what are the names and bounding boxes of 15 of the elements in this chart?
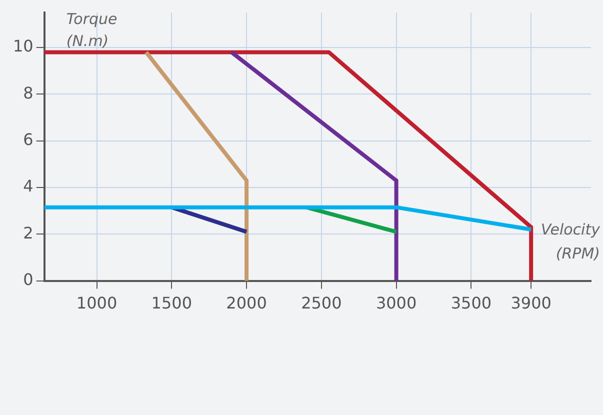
x-axis-title: Velocity (RPM) [540, 220, 602, 263]
y-axis-title: Torque (N.m) [66, 10, 118, 50]
y-tick-label: 6 [23, 130, 34, 150]
y-tick-label: 10 [13, 36, 34, 56]
x-tick-label: 2000 [226, 294, 267, 313]
y-tick-label: 0 [23, 270, 34, 289]
y-tick-label: 4 [23, 176, 34, 196]
x-tick-label: 1500 [151, 294, 192, 313]
y-tick-label: 8 [23, 83, 34, 102]
y-tick-label: 2 [23, 223, 34, 242]
x-tick-label: 3000 [376, 294, 417, 313]
x-tick-label: 3900 [510, 294, 552, 313]
x-tick-label: 2500 [301, 294, 342, 313]
x-tick-label: 3500 [450, 294, 492, 313]
x-tick-label: 1000 [76, 294, 118, 313]
